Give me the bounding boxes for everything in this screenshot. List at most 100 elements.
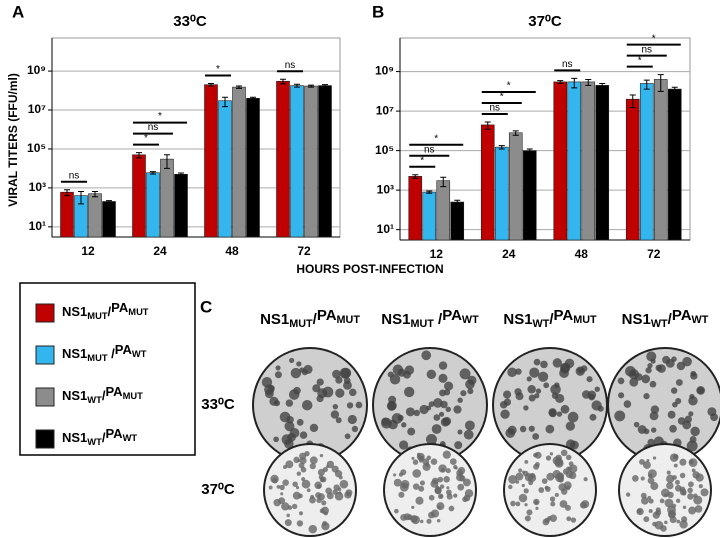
plaque: [643, 516, 650, 523]
error-bar: [92, 191, 98, 198]
y-tick-label: 10⁷: [376, 103, 394, 117]
plaque: [280, 492, 284, 496]
plaque: [534, 452, 538, 456]
plaque: [444, 381, 454, 391]
plaque: [568, 461, 574, 467]
plaque: [577, 367, 584, 374]
plaque: [293, 456, 300, 464]
plaque: [449, 458, 457, 465]
error-bar: [498, 145, 505, 150]
plaque: [510, 500, 516, 507]
plaque: [300, 466, 307, 473]
plaque: [404, 386, 415, 398]
significance-label: ns: [641, 44, 652, 55]
plaque: [355, 401, 363, 409]
plaque: [669, 516, 677, 524]
row-label: 33⁰C: [201, 396, 235, 413]
plaque-plate: [492, 347, 608, 463]
error-bar: [178, 172, 184, 177]
significance-label: ns: [489, 103, 500, 114]
plaque: [322, 467, 328, 473]
plaque: [692, 471, 700, 479]
plaque: [343, 377, 351, 384]
plaque: [297, 493, 303, 499]
error-bar: [629, 94, 636, 109]
plaque: [659, 498, 665, 504]
plaque: [320, 476, 327, 483]
plaque: [554, 382, 560, 388]
plaque: [547, 516, 552, 521]
plaque: [579, 501, 587, 509]
plaque: [633, 421, 640, 428]
plaque: [412, 469, 422, 478]
plaque: [650, 482, 659, 491]
plaque: [322, 386, 334, 398]
plaque: [523, 488, 529, 494]
plaque: [426, 518, 432, 524]
plaque: [332, 403, 339, 410]
chart-title: 37⁰C: [528, 13, 562, 30]
panel-label: C: [200, 297, 212, 316]
bar: [88, 193, 102, 238]
plaque: [381, 417, 390, 426]
plaque: [669, 424, 677, 433]
plaque: [566, 466, 570, 471]
significance-label: ns: [424, 144, 435, 155]
plaque: [631, 371, 637, 377]
plaque: [428, 401, 435, 408]
plaque: [534, 462, 540, 467]
error-bar: [236, 85, 242, 89]
plaque: [565, 470, 574, 479]
bar: [304, 85, 318, 238]
plaque: [289, 357, 295, 364]
plaque: [563, 481, 572, 490]
plaque: [688, 396, 698, 406]
error-bar: [412, 174, 419, 179]
plaque: [463, 429, 474, 440]
plaque: [334, 491, 344, 501]
plaque: [523, 405, 529, 411]
plaque: [639, 458, 645, 465]
x-tick-label: 24: [153, 244, 167, 258]
plaque: [430, 509, 440, 518]
column-label: NS1WT/PAMUT: [503, 307, 597, 330]
plaque: [338, 475, 343, 480]
plaque: [625, 492, 631, 497]
y-tick-label: 10³: [377, 182, 394, 196]
bar: [480, 124, 495, 241]
plaque: [643, 393, 650, 400]
plaque: [296, 418, 304, 426]
significance-label: ns: [285, 60, 296, 71]
plaque: [401, 422, 407, 428]
plaque: [664, 498, 674, 508]
plaque: [677, 417, 686, 425]
plaque: [301, 479, 311, 489]
plaque: [351, 425, 359, 433]
plaque: [667, 491, 674, 499]
plaque: [688, 458, 698, 467]
bar: [639, 83, 654, 241]
plaque: [465, 379, 475, 390]
plaque: [533, 358, 541, 366]
plaque: [682, 356, 692, 367]
error-bar: [294, 83, 300, 88]
plaque: [286, 513, 290, 518]
plaque: [453, 493, 458, 498]
chart-title: 33⁰C: [173, 13, 207, 30]
plaque: [459, 368, 471, 380]
plaque: [299, 431, 308, 439]
plaque: [457, 429, 463, 435]
error-bar: [526, 148, 533, 154]
plaque: [650, 358, 656, 364]
plaque: [508, 475, 518, 484]
column-label: NS1WT/PAWT: [622, 307, 709, 330]
plaque: [425, 433, 437, 445]
bar: [408, 176, 423, 241]
plaque: [436, 502, 445, 511]
error-bar: [426, 190, 433, 194]
plaque: [641, 374, 651, 384]
error-bar: [150, 171, 156, 175]
bar: [132, 154, 146, 238]
plaque-plate: [503, 443, 597, 537]
error-bar: [222, 96, 228, 108]
